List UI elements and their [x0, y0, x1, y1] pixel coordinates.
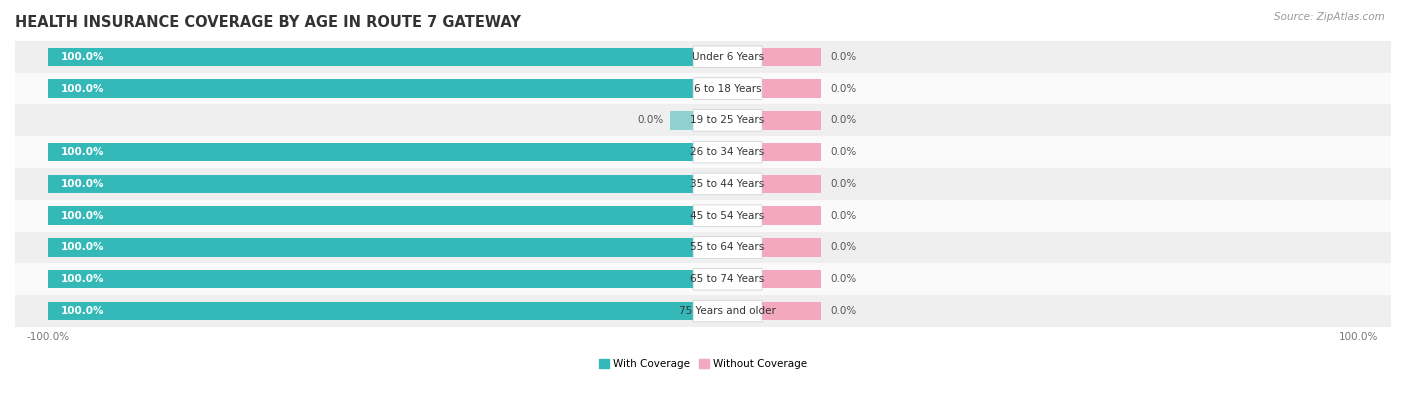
Bar — [48, 238, 703, 257]
Text: 0.0%: 0.0% — [831, 147, 858, 157]
Text: 0.0%: 0.0% — [831, 211, 858, 221]
Bar — [762, 143, 821, 161]
Text: 19 to 25 Years: 19 to 25 Years — [690, 115, 765, 125]
Bar — [48, 143, 703, 161]
Bar — [762, 79, 821, 98]
FancyBboxPatch shape — [693, 142, 762, 163]
Bar — [48, 207, 703, 225]
Bar — [762, 111, 821, 129]
Bar — [762, 207, 821, 225]
Bar — [762, 175, 821, 193]
Text: 6 to 18 Years: 6 to 18 Years — [693, 83, 762, 93]
FancyBboxPatch shape — [693, 300, 762, 322]
Text: 0.0%: 0.0% — [831, 179, 858, 189]
Text: 100.0%: 100.0% — [60, 179, 104, 189]
Text: 100.0%: 100.0% — [60, 274, 104, 284]
Bar — [15, 41, 1391, 73]
Text: 0.0%: 0.0% — [831, 274, 858, 284]
Bar — [762, 48, 821, 66]
FancyBboxPatch shape — [693, 237, 762, 258]
Bar — [48, 79, 703, 98]
Text: 100.0%: 100.0% — [60, 52, 104, 62]
Bar — [15, 73, 1391, 105]
Bar — [671, 111, 703, 129]
Text: 75 Years and older: 75 Years and older — [679, 306, 776, 316]
Bar — [15, 295, 1391, 327]
Bar — [48, 175, 703, 193]
Text: 0.0%: 0.0% — [831, 306, 858, 316]
Text: 35 to 44 Years: 35 to 44 Years — [690, 179, 765, 189]
Text: 0.0%: 0.0% — [831, 115, 858, 125]
Text: 26 to 34 Years: 26 to 34 Years — [690, 147, 765, 157]
Text: 0.0%: 0.0% — [831, 83, 858, 93]
Bar — [15, 105, 1391, 136]
Bar — [15, 264, 1391, 295]
Text: 55 to 64 Years: 55 to 64 Years — [690, 242, 765, 252]
Bar — [15, 168, 1391, 200]
Legend: With Coverage, Without Coverage: With Coverage, Without Coverage — [595, 355, 811, 373]
Text: HEALTH INSURANCE COVERAGE BY AGE IN ROUTE 7 GATEWAY: HEALTH INSURANCE COVERAGE BY AGE IN ROUT… — [15, 15, 520, 30]
Text: 45 to 54 Years: 45 to 54 Years — [690, 211, 765, 221]
Text: 100.0%: 100.0% — [60, 242, 104, 252]
Bar — [762, 270, 821, 288]
Bar — [48, 48, 703, 66]
Text: 0.0%: 0.0% — [637, 115, 664, 125]
Bar — [15, 136, 1391, 168]
Bar — [15, 200, 1391, 232]
FancyBboxPatch shape — [693, 46, 762, 68]
Text: Source: ZipAtlas.com: Source: ZipAtlas.com — [1274, 12, 1385, 22]
Text: 100.0%: 100.0% — [60, 147, 104, 157]
Text: 100.0%: 100.0% — [60, 306, 104, 316]
FancyBboxPatch shape — [693, 205, 762, 227]
Text: 65 to 74 Years: 65 to 74 Years — [690, 274, 765, 284]
FancyBboxPatch shape — [693, 110, 762, 131]
Bar — [762, 302, 821, 320]
FancyBboxPatch shape — [693, 173, 762, 195]
Bar — [48, 270, 703, 288]
Text: 0.0%: 0.0% — [831, 242, 858, 252]
FancyBboxPatch shape — [693, 78, 762, 99]
Bar — [48, 302, 703, 320]
FancyBboxPatch shape — [693, 269, 762, 290]
Bar — [15, 232, 1391, 264]
Text: 100.0%: 100.0% — [60, 211, 104, 221]
Bar — [762, 238, 821, 257]
Text: 0.0%: 0.0% — [831, 52, 858, 62]
Text: Under 6 Years: Under 6 Years — [692, 52, 763, 62]
Text: 100.0%: 100.0% — [60, 83, 104, 93]
